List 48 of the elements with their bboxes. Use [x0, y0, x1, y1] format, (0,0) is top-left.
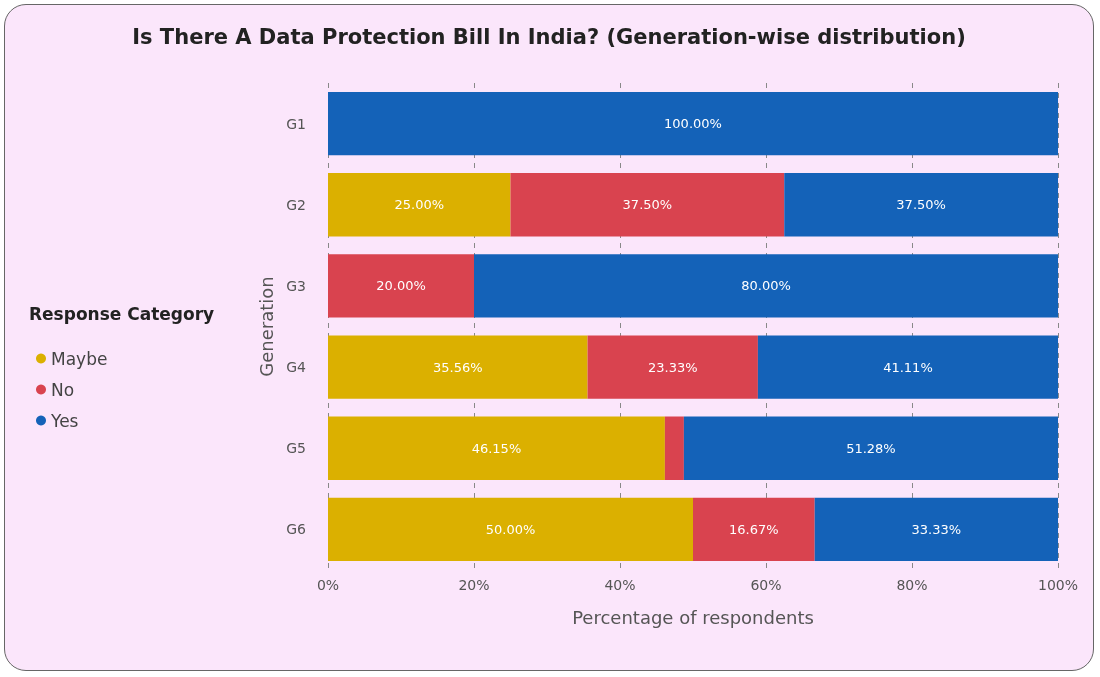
bar	[328, 254, 474, 318]
y-axis-title: Generation	[255, 276, 277, 377]
bar	[587, 335, 758, 399]
legend-title: Response Category	[29, 303, 215, 324]
bar	[693, 497, 815, 562]
bar	[328, 497, 693, 562]
x-axis-title: Percentage of respondents	[572, 606, 814, 628]
bar	[510, 173, 785, 237]
x-tick-label: 40%	[604, 577, 636, 593]
data-label: 51.28%	[846, 440, 896, 456]
bar	[328, 173, 511, 237]
y-tick-label: G5	[286, 440, 306, 457]
bar	[664, 416, 684, 480]
x-tick-label: 80%	[896, 577, 928, 593]
legend-label: Yes	[50, 410, 79, 431]
data-label: 37.50%	[896, 197, 946, 213]
bar	[784, 173, 1058, 237]
y-tick-label: G1	[286, 115, 306, 132]
bar	[328, 335, 588, 399]
x-tick-label: 60%	[750, 577, 782, 593]
y-tick-label: G6	[286, 521, 307, 538]
x-tick-label: 0%	[316, 577, 340, 593]
chart-title: Is There A Data Protection Bill In India? (Generation-wise distribution)	[132, 24, 966, 49]
y-tick-label: G3	[286, 277, 306, 294]
data-label: 23.33%	[647, 359, 698, 375]
data-label: 16.67%	[729, 521, 779, 537]
data-label: 41.11%	[883, 359, 933, 375]
bar	[683, 416, 1058, 480]
bar	[474, 254, 1058, 318]
legend-label: Maybe	[51, 348, 108, 369]
x-tick-label: 20%	[458, 577, 490, 593]
y-tick-label: G4	[286, 359, 307, 376]
data-label: 100.00%	[664, 116, 722, 132]
data-label: 33.33%	[911, 521, 962, 537]
data-label: 37.50%	[622, 197, 673, 213]
x-tick-label: 100%	[1037, 577, 1079, 593]
y-tick-label: G2	[286, 196, 306, 213]
legend-label: No	[51, 379, 75, 400]
data-label: 80.00%	[741, 278, 791, 294]
bar	[814, 497, 1058, 562]
data-label: 20.00%	[376, 278, 426, 294]
data-label: 35.56%	[433, 359, 483, 375]
bar	[328, 91, 1058, 156]
data-label: 25.00%	[394, 197, 445, 213]
bar	[328, 416, 665, 480]
data-label: 46.15%	[471, 440, 522, 456]
data-label: 50.00%	[485, 521, 536, 537]
bar	[757, 335, 1058, 399]
